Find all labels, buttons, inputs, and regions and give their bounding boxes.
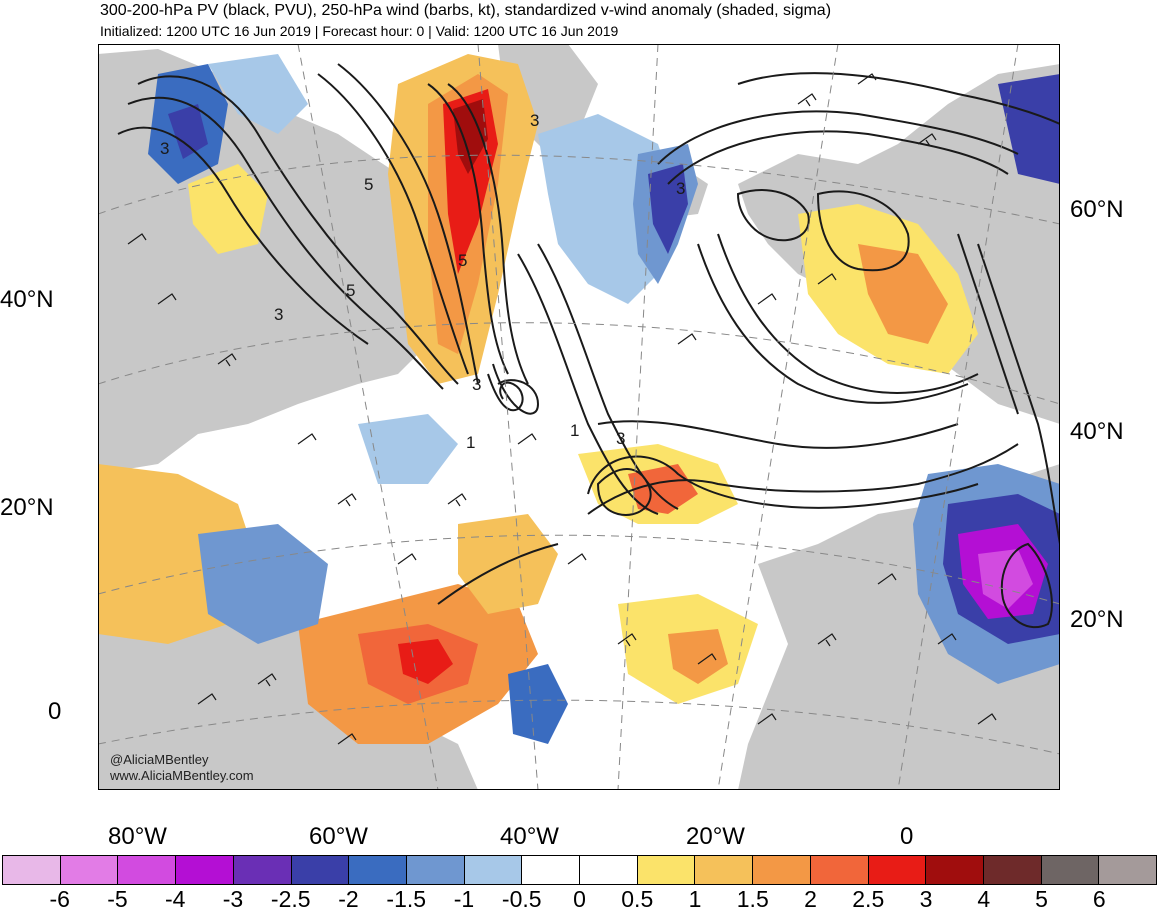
map-frame bbox=[98, 44, 1060, 790]
contour-label: 3 bbox=[274, 305, 283, 324]
colorbar-segment bbox=[868, 856, 927, 884]
map-title: 300-200-hPa PV (black, PVU), 250-hPa win… bbox=[100, 2, 832, 19]
colorbar-segment bbox=[983, 856, 1042, 884]
contour-label: 1 bbox=[466, 433, 475, 452]
contour-label: 1 bbox=[570, 421, 579, 440]
colorbar-label: 6 bbox=[1092, 886, 1106, 912]
colorbar-segment bbox=[176, 856, 234, 884]
colorbar-label: 1 bbox=[688, 886, 702, 912]
colorbar-label: -5 bbox=[107, 886, 128, 912]
contour-label: 3 bbox=[160, 139, 169, 158]
wind-barbs bbox=[127, 73, 997, 745]
colorbar-segment bbox=[926, 856, 984, 884]
lat-label-right: 60°N bbox=[1070, 196, 1124, 223]
graticule bbox=[98, 44, 1060, 790]
map-subtitle: Initialized: 1200 UTC 16 Jun 2019 | Fore… bbox=[100, 23, 619, 39]
colorbar-segment bbox=[637, 856, 696, 884]
colorbar-label: -1.5 bbox=[386, 886, 427, 912]
colorbar-label: 1.5 bbox=[736, 886, 769, 912]
colorbar-segment bbox=[522, 856, 581, 884]
colorbar-label: 3 bbox=[919, 886, 933, 912]
colorbar-label: -0.5 bbox=[501, 886, 542, 912]
weather-map: 3 3 5 5 5 3 3 3 1 1 3 bbox=[98, 44, 1060, 790]
colorbar-label: 2.5 bbox=[852, 886, 885, 912]
credit-handle: @AliciaMBentley bbox=[110, 752, 209, 767]
contour-label: 3 bbox=[530, 111, 539, 130]
colorbar bbox=[2, 855, 1157, 885]
colorbar-label: -2.5 bbox=[270, 886, 311, 912]
contour-label: 3 bbox=[676, 179, 685, 198]
contour-labels: 3 3 5 5 5 3 3 3 1 1 3 bbox=[160, 111, 685, 452]
colorbar-label: 4 bbox=[977, 886, 991, 912]
pv-contours bbox=[117, 63, 1060, 629]
colorbar-label: 0 bbox=[573, 886, 586, 912]
colorbar-label: -3 bbox=[222, 886, 244, 912]
lon-label: 60°W bbox=[309, 823, 368, 850]
colorbar-segment bbox=[695, 856, 754, 884]
colorbar-segment bbox=[406, 856, 465, 884]
colorbar-label: -2 bbox=[338, 886, 359, 912]
lon-label: 0 bbox=[900, 823, 914, 850]
lat-label-left: 0 bbox=[48, 698, 62, 725]
colorbar-label: -4 bbox=[165, 886, 186, 912]
colorbar-segment bbox=[3, 856, 61, 884]
lon-label: 20°W bbox=[686, 823, 745, 850]
anomaly-shading bbox=[98, 54, 1060, 744]
lat-label-left: 20°N bbox=[0, 494, 54, 521]
colorbar-segment bbox=[1099, 856, 1157, 884]
colorbar-label: -1 bbox=[453, 886, 475, 912]
lon-label: 80°W bbox=[108, 823, 167, 850]
colorbar-label: 2 bbox=[804, 886, 817, 912]
lat-label-left: 40°N bbox=[0, 286, 54, 313]
contour-label: 5 bbox=[346, 281, 355, 300]
lon-label: 40°W bbox=[500, 823, 559, 850]
colorbar-segment bbox=[118, 856, 177, 884]
colorbar-segment bbox=[810, 856, 869, 884]
colorbar-segment bbox=[233, 856, 292, 884]
colorbar-segment bbox=[464, 856, 523, 884]
colorbar-segment bbox=[349, 856, 407, 884]
contour-label: 5 bbox=[364, 175, 373, 194]
colorbar-label: 5 bbox=[1035, 886, 1048, 912]
contour-label: 5 bbox=[458, 251, 467, 270]
colorbar-segment bbox=[1041, 856, 1100, 884]
contour-label: 3 bbox=[616, 429, 625, 448]
lat-label-right: 20°N bbox=[1070, 606, 1124, 633]
colorbar-segment bbox=[580, 856, 638, 884]
colorbar-segment bbox=[753, 856, 811, 884]
colorbar-segment bbox=[291, 856, 350, 884]
contour-label: 3 bbox=[472, 375, 481, 394]
colorbar-label: 0.5 bbox=[621, 886, 654, 912]
lat-label-right: 40°N bbox=[1070, 418, 1124, 445]
colorbar-label: -6 bbox=[49, 886, 70, 912]
colorbar-segment bbox=[60, 856, 119, 884]
credit-site: www.AliciaMBentley.com bbox=[110, 768, 254, 783]
